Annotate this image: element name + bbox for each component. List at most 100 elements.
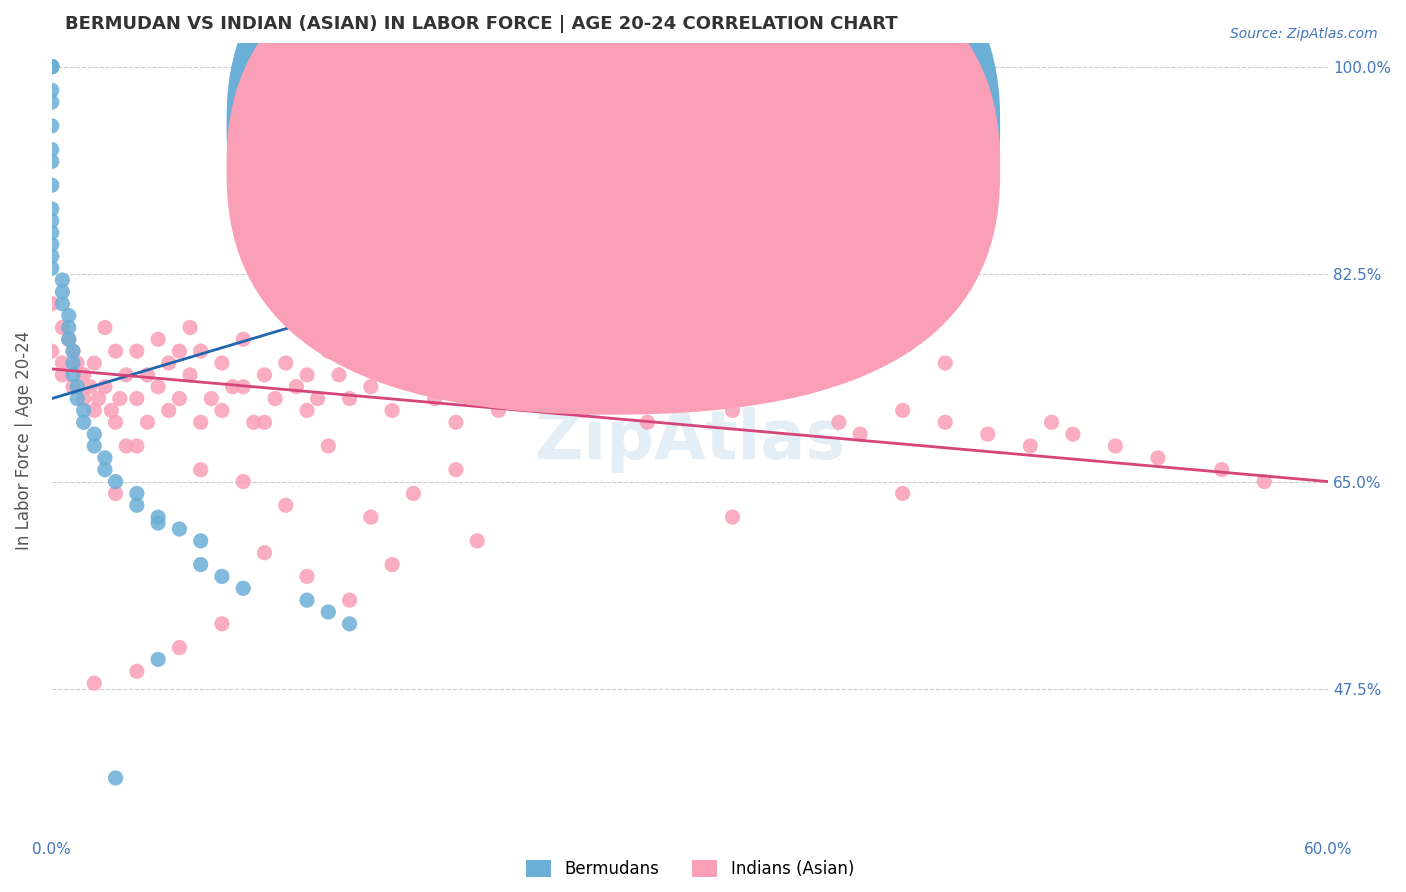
Point <box>62 344 84 359</box>
Text: BERMUDAN VS INDIAN (ASIAN) IN LABOR FORCE | AGE 20-24 CORRELATION CHART: BERMUDAN VS INDIAN (ASIAN) IN LABOR FORC… <box>65 15 897 33</box>
Point <box>41 261 63 276</box>
Point <box>125 439 148 453</box>
Point <box>83 427 105 442</box>
Point <box>891 486 914 500</box>
Point <box>94 380 117 394</box>
Point <box>1040 415 1063 429</box>
Point <box>465 533 488 548</box>
Point <box>41 60 63 74</box>
Point <box>221 380 243 394</box>
Point <box>977 427 1000 442</box>
Point <box>509 368 531 382</box>
Point <box>41 296 63 310</box>
Point <box>444 463 467 477</box>
Point <box>73 368 96 382</box>
Point <box>316 605 339 619</box>
Point <box>125 665 148 679</box>
Point <box>104 344 127 359</box>
Text: R =: R = <box>620 157 651 175</box>
Point <box>934 415 956 429</box>
Point <box>94 450 117 465</box>
Point <box>169 344 191 359</box>
Point <box>190 463 212 477</box>
Point <box>211 616 233 631</box>
Point <box>232 475 254 489</box>
Point <box>79 380 101 394</box>
Point <box>891 403 914 417</box>
Point <box>125 344 148 359</box>
Point <box>41 237 63 252</box>
Point <box>572 403 595 417</box>
Point <box>211 356 233 370</box>
Point <box>125 486 148 500</box>
Point <box>381 403 404 417</box>
Point <box>190 533 212 548</box>
Point <box>1211 463 1233 477</box>
Point <box>295 403 318 417</box>
Point <box>104 475 127 489</box>
Point <box>51 285 73 299</box>
Point <box>785 380 807 394</box>
Point <box>179 368 201 382</box>
Point <box>58 332 80 346</box>
Point <box>169 392 191 406</box>
Point <box>157 403 180 417</box>
Point <box>41 60 63 74</box>
Point <box>295 368 318 382</box>
Point <box>253 546 276 560</box>
Point <box>530 392 553 406</box>
Point <box>785 309 807 323</box>
Point <box>146 516 169 530</box>
Point <box>66 356 89 370</box>
Point <box>274 356 297 370</box>
Text: ZipAtlas: ZipAtlas <box>534 407 845 473</box>
Point <box>572 237 595 252</box>
Point <box>295 569 318 583</box>
Point <box>108 392 131 406</box>
Point <box>51 320 73 334</box>
Point <box>381 558 404 572</box>
Point <box>402 368 425 382</box>
Point <box>125 498 148 512</box>
Point <box>58 320 80 334</box>
Text: 0.074: 0.074 <box>650 113 702 131</box>
Point <box>41 60 63 74</box>
Point <box>264 392 287 406</box>
Point <box>253 368 276 382</box>
Point <box>274 498 297 512</box>
Point <box>295 593 318 607</box>
Point <box>41 178 63 193</box>
Point <box>66 380 89 394</box>
Point <box>679 392 702 406</box>
Point <box>1062 427 1084 442</box>
Point <box>444 415 467 429</box>
Text: -0.396: -0.396 <box>650 157 709 175</box>
Point <box>41 344 63 359</box>
Point <box>41 213 63 227</box>
Point <box>232 582 254 596</box>
Point <box>146 510 169 524</box>
Point <box>146 380 169 394</box>
FancyBboxPatch shape <box>595 78 887 202</box>
Point <box>1253 475 1275 489</box>
Point <box>316 344 339 359</box>
Point <box>328 368 350 382</box>
Point <box>41 154 63 169</box>
Point <box>934 356 956 370</box>
Legend: Bermudans, Indians (Asian): Bermudans, Indians (Asian) <box>519 853 860 885</box>
Point <box>402 486 425 500</box>
Point <box>190 558 212 572</box>
Point <box>51 356 73 370</box>
Point <box>73 415 96 429</box>
Point <box>465 380 488 394</box>
Point <box>94 320 117 334</box>
Point <box>316 439 339 453</box>
Point <box>423 392 446 406</box>
Point <box>51 296 73 310</box>
Y-axis label: In Labor Force | Age 20-24: In Labor Force | Age 20-24 <box>15 330 32 549</box>
Point <box>62 356 84 370</box>
Point <box>104 486 127 500</box>
Point <box>62 368 84 382</box>
FancyBboxPatch shape <box>226 0 1000 415</box>
Point <box>190 344 212 359</box>
